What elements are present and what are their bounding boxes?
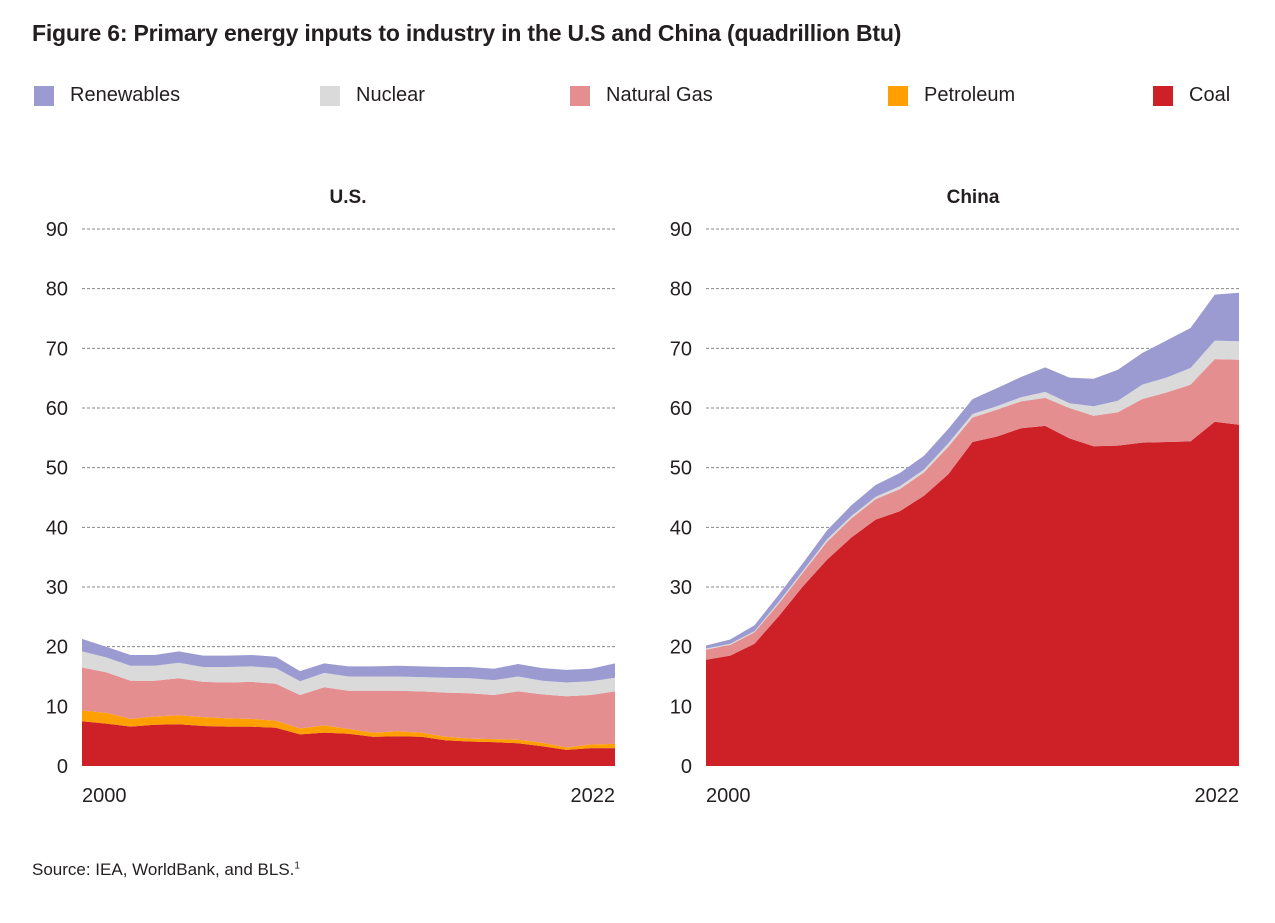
x-tick-label-start: 2000 [82, 785, 127, 807]
source-footnote: 1 [294, 860, 300, 872]
x-tick-label-end: 2022 [1195, 785, 1240, 807]
y-tick-label-70: 70 [670, 338, 692, 360]
y-tick-label-30: 30 [670, 577, 692, 599]
y-tick-label-10: 10 [46, 696, 68, 718]
legend-item-natural-gas: Natural Gas [570, 84, 713, 107]
area-nuclear [82, 651, 615, 697]
y-tick-label-80: 80 [670, 279, 692, 301]
legend-label-petroleum: Petroleum [924, 84, 1016, 106]
y-tick-label-0: 0 [681, 756, 692, 778]
source-note: Source: IEA, WorldBank, and BLS.1 [32, 860, 300, 880]
y-tick-label-60: 60 [670, 398, 692, 420]
legend-label-coal: Coal [1189, 84, 1231, 106]
y-tick-label-60: 60 [46, 398, 68, 420]
legend: Renewables Nuclear Natural Gas Petroleum… [0, 84, 1275, 112]
legend-label-renewables: Renewables [70, 84, 181, 106]
panel-china: China 0 10 20 30 40 50 60 70 80 90 2000 2022 [670, 187, 1239, 807]
y-tick-label-20: 20 [670, 637, 692, 659]
y-tick-label-90: 90 [46, 219, 68, 241]
legend-item-nuclear: Nuclear [320, 84, 425, 107]
y-tick-label-10: 10 [670, 696, 692, 718]
area-coal [706, 421, 1239, 766]
y-tick-label-40: 40 [670, 517, 692, 539]
area-renewables [706, 292, 1239, 649]
area-coal [82, 721, 615, 766]
legend-label-natural-gas: Natural Gas [606, 84, 713, 106]
legend-swatch-coal [1153, 85, 1173, 106]
legend-swatch-renewables [34, 85, 54, 106]
area-natural-gas [706, 359, 1239, 660]
y-tick-label-80: 80 [46, 279, 68, 301]
panel-title-china: China [947, 187, 1000, 208]
y-tick-label-30: 30 [46, 577, 68, 599]
y-tick-label-50: 50 [670, 458, 692, 480]
legend-swatch-natural-gas [570, 85, 590, 106]
legend-item-coal: Coal [1153, 84, 1230, 107]
panel-title-u-s: U.S. [330, 187, 367, 208]
area-nuclear [706, 340, 1239, 650]
legend-label-nuclear: Nuclear [356, 84, 425, 106]
x-tick-label-end: 2022 [571, 785, 616, 807]
legend-swatch-nuclear [320, 85, 340, 106]
y-tick-label-40: 40 [46, 517, 68, 539]
source-text: Source: IEA, WorldBank, and BLS. [32, 860, 295, 879]
y-tick-label-0: 0 [57, 756, 68, 778]
figure-title: Figure 6: Primary energy inputs to indus… [32, 20, 902, 46]
y-tick-label-50: 50 [46, 458, 68, 480]
y-tick-label-70: 70 [46, 338, 68, 360]
legend-item-renewables: Renewables [34, 84, 180, 107]
area-petroleum [82, 710, 615, 750]
x-tick-label-start: 2000 [706, 785, 751, 807]
area-renewables [82, 638, 615, 683]
panel-u-s: U.S. 0 10 20 30 40 50 60 70 80 90 2000 2022 [46, 187, 615, 807]
legend-swatch-petroleum [888, 85, 908, 106]
legend-item-petroleum: Petroleum [888, 84, 1015, 107]
y-tick-label-90: 90 [670, 219, 692, 241]
y-tick-label-20: 20 [46, 637, 68, 659]
area-natural-gas [82, 667, 615, 748]
